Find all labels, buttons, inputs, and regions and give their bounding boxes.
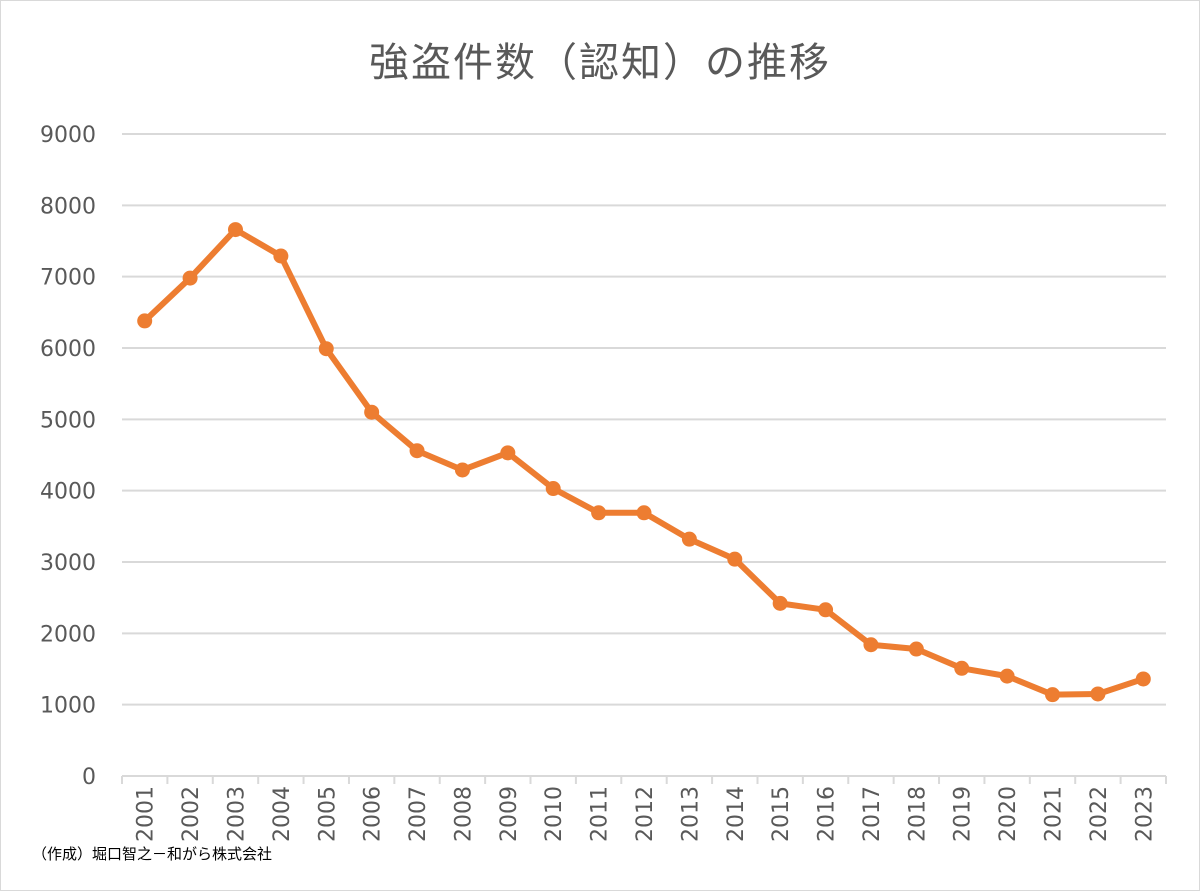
data-point-2022	[1090, 686, 1106, 702]
data-point-2004	[273, 248, 289, 264]
x-tick-label: 2022	[1087, 786, 1112, 842]
data-point-2023	[1135, 671, 1151, 687]
x-tick-label: 2003	[224, 786, 249, 842]
data-point-2005	[318, 341, 334, 357]
data-point-2012	[636, 505, 652, 521]
x-tick-label: 2018	[905, 786, 930, 842]
x-tick-label: 2019	[951, 786, 976, 842]
x-tick-label: 2017	[860, 786, 885, 842]
data-point-2006	[364, 404, 380, 420]
data-point-2010	[545, 481, 561, 497]
y-tick-label: 9000	[40, 123, 96, 148]
source-note: （作成）堀口智之－和がら株式会社	[32, 845, 273, 863]
x-tick-label: 2010	[542, 786, 567, 842]
x-tick-label: 2015	[769, 786, 794, 842]
x-tick-label: 2001	[134, 786, 159, 842]
data-point-2020	[999, 668, 1015, 684]
y-tick-label: 0	[82, 765, 96, 790]
x-tick-label: 2014	[724, 786, 749, 842]
series-line-group	[137, 222, 1151, 703]
y-tick-label: 6000	[40, 337, 96, 362]
y-tick-label: 3000	[40, 551, 96, 576]
x-tick-label: 2005	[315, 786, 340, 842]
data-point-2001	[137, 313, 153, 329]
y-tick-label: 4000	[40, 480, 96, 505]
x-tick-label: 2008	[451, 786, 476, 842]
y-axis: 0 1000 2000 3000 4000 5000 6000 7000 8000 9000	[40, 123, 96, 790]
x-tick-label: 2012	[633, 786, 658, 842]
data-point-2013	[681, 531, 697, 547]
gridlines	[122, 133, 1166, 777]
data-point-2008	[454, 462, 470, 478]
data-point-2011	[591, 505, 607, 521]
data-point-2017	[863, 637, 879, 653]
data-point-2018	[908, 641, 924, 657]
data-point-2016	[818, 602, 834, 618]
data-point-2021	[1045, 687, 1061, 703]
x-tick-label: 2009	[497, 786, 522, 842]
data-point-2019	[954, 660, 970, 676]
data-point-2007	[409, 443, 425, 459]
y-tick-label: 1000	[40, 694, 96, 719]
y-tick-label: 8000	[40, 194, 96, 219]
x-tick-label: 2016	[815, 786, 840, 842]
x-tick-label: 2004	[270, 786, 295, 842]
x-tick-label: 2020	[996, 786, 1021, 842]
x-tick-label: 2013	[678, 786, 703, 842]
x-tick-label: 2023	[1132, 786, 1157, 842]
x-tick-label: 2002	[179, 786, 204, 842]
chart-title: 強盗件数（認知）の推移	[369, 40, 831, 86]
series-line	[141, 226, 1147, 698]
x-tick-label: 2006	[361, 786, 386, 842]
data-point-2009	[500, 445, 516, 461]
data-point-2014	[727, 551, 743, 567]
x-axis: 2001 2002 2003 2004 2005 2006 2007 2008 2009 2010…	[121, 776, 1167, 842]
x-tick-label: 2021	[1042, 786, 1067, 842]
data-point-2015	[772, 595, 788, 611]
y-tick-label: 7000	[40, 266, 96, 291]
data-point-2003	[227, 222, 243, 238]
x-tick-label: 2007	[406, 786, 431, 842]
y-tick-label: 2000	[40, 622, 96, 647]
y-tick-label: 5000	[40, 408, 96, 433]
x-tick-label: 2011	[588, 786, 613, 842]
data-point-2002	[182, 270, 198, 286]
